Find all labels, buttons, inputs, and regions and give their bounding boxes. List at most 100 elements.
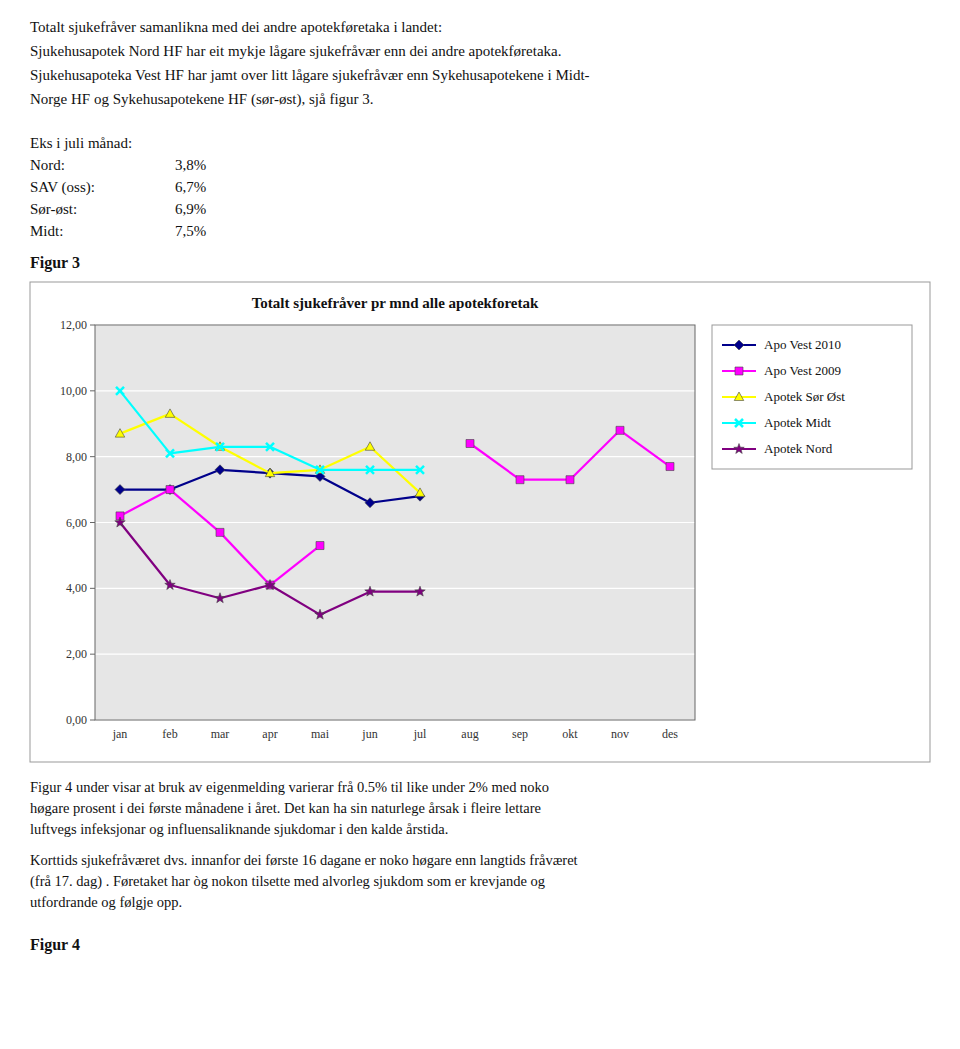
data-point [365,442,375,451]
data-point [666,463,674,471]
x-tick-label: feb [162,727,177,741]
y-tick [90,325,95,326]
data-point [316,466,324,474]
y-tick [90,720,95,721]
grid-line [95,522,695,523]
x-tick-label: jun [361,727,377,741]
legend-label: Apotek Sør Øst [764,389,845,404]
legend-marker [735,419,743,427]
plot-frame [95,325,695,720]
data-point [415,586,425,596]
chart-box [30,282,930,762]
figure-label: Figur 3 [30,254,80,272]
paragraph-line: Figur 4 under visar at bruk av eigenmeld… [30,779,549,795]
x-tick-label: jan [112,727,128,741]
data-point [115,429,125,438]
paragraph-line: utfordrande og følgje opp. [30,894,182,910]
eks-value: 6,9% [175,201,206,217]
series-line [120,430,670,585]
legend-label: Apo Vest 2009 [764,363,841,378]
data-point [215,465,225,475]
header-line: Totalt sjukefråver samanlikna med dei an… [30,19,442,35]
data-point [416,466,424,474]
legend-box [712,325,912,469]
data-point [316,542,324,550]
series-line [120,414,420,493]
paragraph-line: Korttids sjukefråværet dvs. innanfor dei… [30,852,578,868]
data-point [115,485,125,495]
y-tick [90,654,95,655]
header-line: Sjukehusapoteka Vest HF har jamt over li… [30,67,590,83]
y-tick-label: 12,00 [60,318,87,332]
figure-label: Figur 4 [30,936,80,954]
eks-value: 3,8% [175,157,206,173]
chart-title: Totalt sjukefråver pr mnd alle apotekfor… [252,295,539,311]
eks-value: 6,7% [175,179,206,195]
eks-label: Nord: [30,157,65,173]
x-tick-label: okt [562,727,578,741]
y-tick [90,456,95,457]
eks-label: Sør-øst: [30,201,77,217]
data-point [516,476,524,484]
legend-marker [734,444,744,454]
eks-label: SAV (oss): [30,179,95,196]
data-point [166,486,174,494]
y-tick [90,588,95,589]
data-point [365,586,375,596]
header-line: Norge HF og Sykehusapotekene HF (sør-øst… [30,91,374,108]
y-tick-label: 10,00 [60,384,87,398]
eks-label: Midt: [30,223,63,239]
y-tick-label: 0,00 [66,713,87,727]
y-tick-label: 8,00 [66,450,87,464]
grid-line [95,456,695,457]
grid-line [95,390,695,391]
data-point [566,476,574,484]
x-tick-label: apr [262,727,277,741]
x-tick-label: mai [311,727,330,741]
data-point [116,387,124,395]
paragraph-line: (frå 17. dag) . Føretaket har òg nokon t… [30,873,545,890]
x-tick-label: mar [211,727,230,741]
header-line: Sjukehusapotek Nord HF har eit mykje låg… [30,43,561,59]
page: Totalt sjukefråver samanlikna med dei an… [0,0,960,1049]
plot-background [95,325,695,720]
x-tick-label: nov [611,727,629,741]
x-tick-label: jul [413,727,427,741]
x-tick-label: sep [512,727,528,741]
data-point [216,528,224,536]
data-point [466,440,474,448]
paragraph-line: luftvegs infeksjonar og influensaliknand… [30,821,448,837]
legend-marker [735,367,743,375]
x-tick-label: aug [461,727,478,741]
x-tick-label: des [662,727,678,741]
legend-label: Apo Vest 2010 [764,337,841,352]
series-line [120,523,420,615]
data-point [265,468,275,477]
eks-value: 7,5% [175,223,206,239]
legend-label: Apotek Nord [764,441,833,456]
paragraph-line: høgare prosent i dei første månadene i å… [30,800,541,816]
data-point [216,443,224,451]
y-tick-label: 2,00 [66,647,87,661]
data-point [215,593,225,603]
legend: Apo Vest 2010 Apo Vest 2009 Apotek Sør Øst… [712,325,912,469]
plot-data [115,387,674,619]
data-point [415,488,425,497]
data-point [115,517,125,527]
data-point [315,609,325,619]
y-tick [90,522,95,523]
data-point [166,449,174,457]
data-point [165,485,175,495]
eks-title: Eks i juli månad: [30,135,132,151]
legend-marker [734,392,744,401]
legend-label: Apotek Midt [764,415,831,430]
data-point [266,443,274,451]
series-line [120,391,420,470]
data-point [616,426,624,434]
y-tick-label: 4,00 [66,581,87,595]
data-point [265,580,275,590]
data-point [365,498,375,508]
data-point [165,409,175,418]
data-point [165,580,175,590]
grid-line [95,654,695,655]
